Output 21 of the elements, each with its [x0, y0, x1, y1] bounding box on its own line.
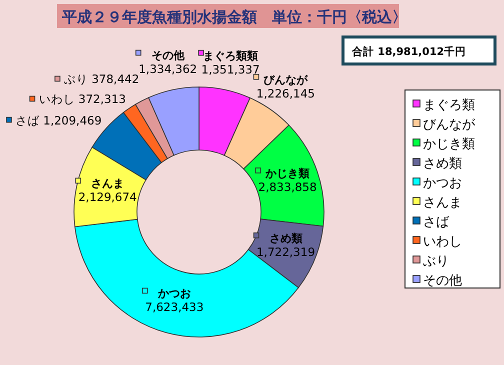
- data-label: その他 1,334,362: [138, 49, 198, 76]
- data-label: まぐろ類類 1,351,337: [201, 49, 260, 76]
- legend-label: いわし: [423, 234, 462, 250]
- text: 合計 18,981,012千円: [351, 45, 466, 58]
- legend-label: さめ類: [423, 156, 462, 172]
- legend-label: さんま: [423, 196, 462, 210]
- legend-label: かつお: [423, 176, 462, 191]
- data-label: いわし 372,313: [38, 92, 126, 106]
- legend-label: ぶり: [423, 254, 449, 269]
- data-label: ぶり 378,442: [64, 72, 140, 86]
- data-label: さば 1,209,469: [15, 113, 102, 128]
- data-label: かつお 7,623,433: [145, 287, 204, 314]
- legend-label: かじき類: [423, 137, 475, 152]
- legend-label: その他: [423, 274, 462, 288]
- chart-title: 平成２９年度魚種別水揚金額 単位：千円〈税込〉: [61, 8, 407, 26]
- data-label: さめ類 1,722,319: [256, 232, 316, 259]
- legend-label: まぐろ類: [423, 98, 475, 113]
- legend-label: さば: [423, 215, 450, 230]
- data-label: さんま 2,129,674: [78, 177, 137, 204]
- legend-label: びんなが: [423, 118, 476, 132]
- data-label: かじき類 2,833,858: [258, 166, 317, 194]
